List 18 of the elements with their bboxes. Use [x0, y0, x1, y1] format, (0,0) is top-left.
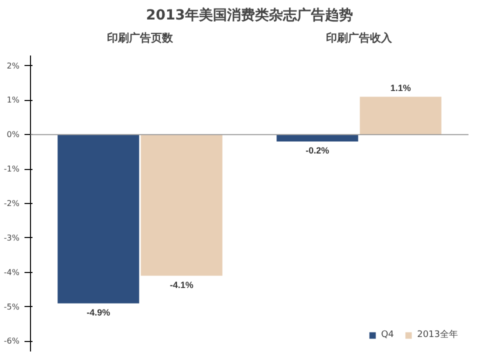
data-label: -4.9%: [86, 307, 110, 318]
legend-label: 2013全年: [417, 328, 458, 341]
data-label: 1.1%: [390, 82, 411, 93]
y-tick-label: -5%: [4, 302, 20, 312]
y-tick-label: -4%: [4, 268, 20, 277]
y-tick-label: -3%: [4, 233, 20, 242]
y-tick-label: 0%: [6, 130, 20, 140]
x-tick-label: 印刷广告收入: [326, 32, 393, 44]
y-tick-label: 1%: [6, 96, 20, 105]
y-tick-label: -2%: [4, 199, 20, 208]
data-label: -0.2%: [306, 146, 330, 156]
chart-title: 2013年美国消费类杂志广告趋势: [146, 6, 353, 24]
y-tick-label: -1%: [4, 164, 20, 174]
x-tick-label: 印刷广告页数: [107, 32, 174, 44]
y-tick-label: 2%: [6, 61, 20, 70]
y-tick-label: -6%: [4, 336, 20, 346]
data-label: -4.1%: [170, 280, 194, 290]
legend-label: Q4: [381, 330, 395, 340]
